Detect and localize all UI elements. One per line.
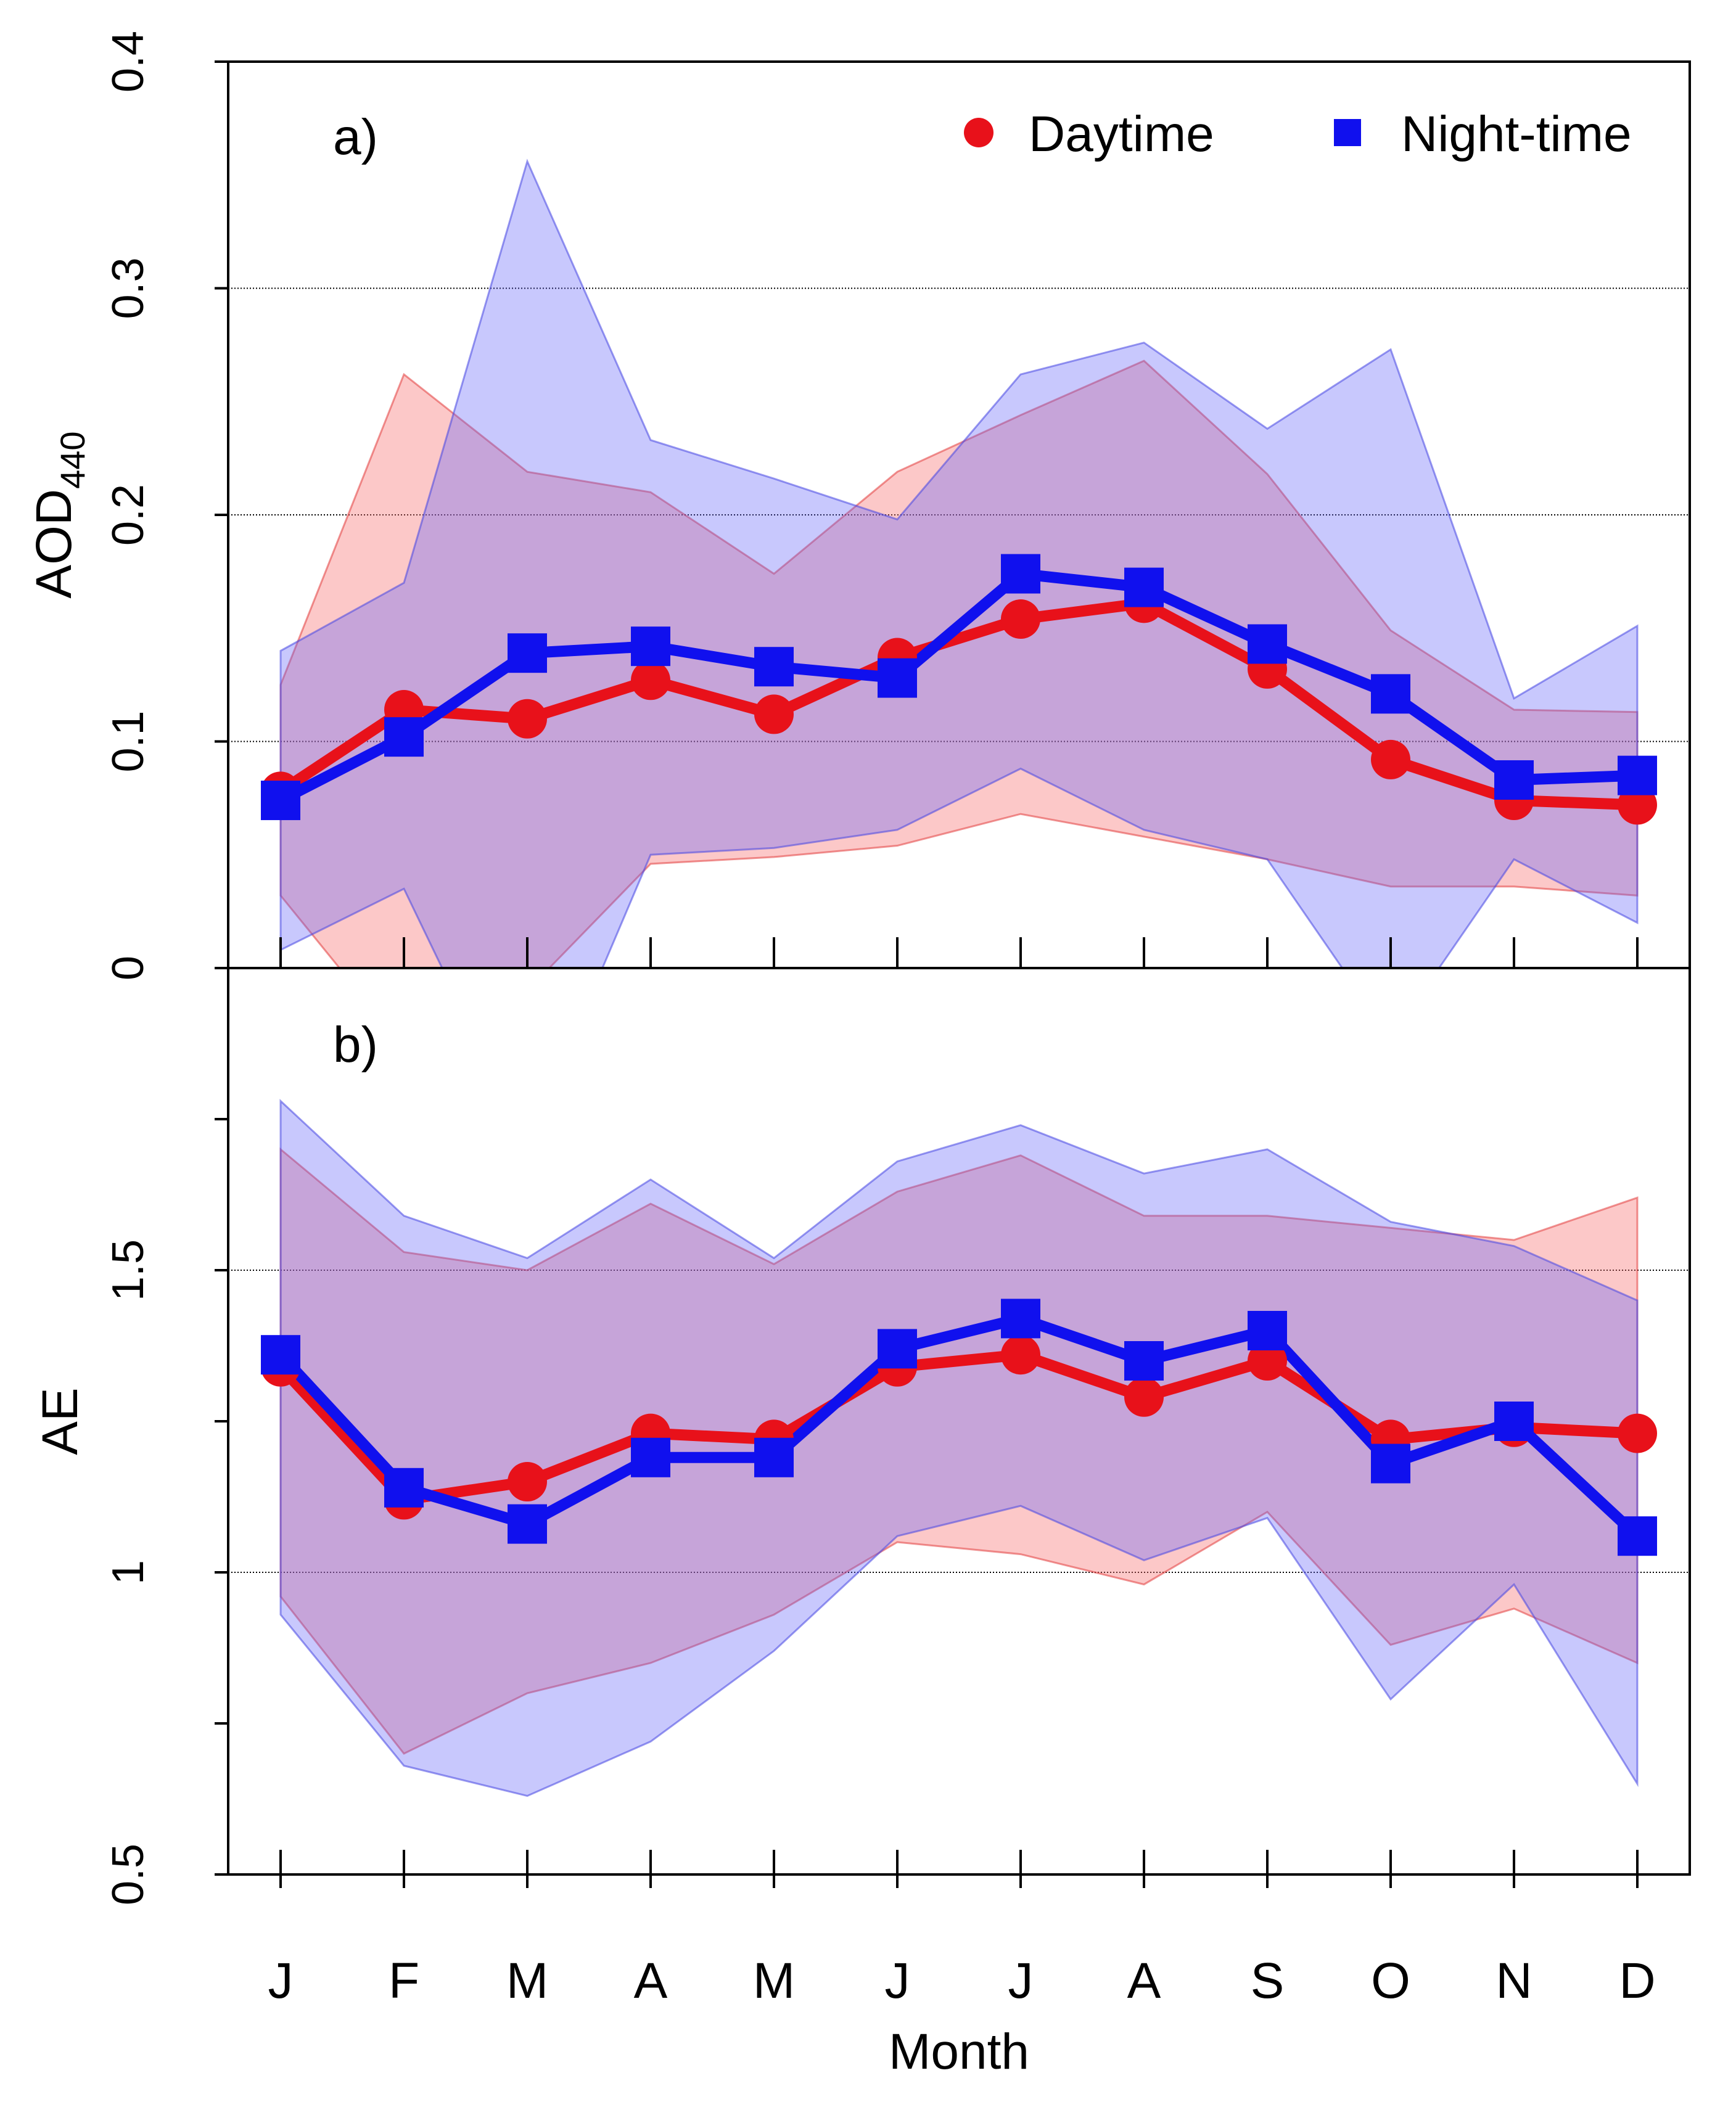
panel-b-night-time-point [1001, 1299, 1040, 1339]
panel-a-bands [279, 158, 1639, 968]
panel-a-y-axis-title-subscript: 440 [53, 431, 92, 488]
x-tick-label: F [389, 1953, 419, 2009]
panel-b-night-time-line [276, 1313, 1642, 1540]
panel-a-night-time-point [1001, 554, 1040, 594]
panel-a: 0 0.1 0.2 0.3 0.4 a) AOD440 Daytime Night-ti… [26, 31, 1691, 980]
legend-nighttime-marker [1334, 119, 1361, 146]
panel-b-night-time-point [508, 1504, 547, 1544]
x-tick-label: D [1619, 1953, 1655, 2009]
panel-a-night-time-point [384, 717, 424, 757]
panel-a-y-axis: 0 0.1 0.2 0.3 0.4 [104, 31, 1639, 980]
panel-a-daytime-point [1371, 739, 1410, 779]
x-tick-label: M [506, 1953, 548, 2009]
panel-b-y-axis: 0.5 1 1.5 [104, 1118, 1639, 1905]
panel-a-y-tick-label: 0.3 [104, 257, 153, 319]
panel-a-night-time-point [1618, 755, 1657, 795]
panel-b-night-time-point [631, 1437, 670, 1477]
panel-a-night-time-point [1371, 674, 1410, 714]
panel-a-night-time-point [754, 647, 794, 687]
panel-b-gridlines [228, 1270, 1690, 1573]
panel-b-daytime-point [1001, 1335, 1040, 1375]
panel-a-y-tick-label: 0.1 [104, 710, 153, 772]
panel-a-y-axis-title-main: AOD [26, 489, 82, 599]
x-tick-label: J [1008, 1953, 1034, 2009]
x-tick-label: A [634, 1953, 668, 2009]
panel-a-daytime-point [754, 694, 794, 734]
panel-b-bands [279, 1099, 1639, 1797]
panel-b-daytime-line [276, 1349, 1638, 1506]
panel-b-daytime-point [1618, 1413, 1657, 1453]
panel-a-night-time-point [508, 633, 547, 673]
panel-a-label: a) [333, 109, 378, 165]
legend-daytime-marker [964, 118, 993, 147]
panel-b-night-time-point [1248, 1311, 1287, 1350]
panel-b-night-time-point [878, 1329, 917, 1369]
panel-b-y-axis-title: AE [32, 1387, 88, 1455]
panel-a-lines [278, 568, 1638, 811]
panel-a-night-time-band [279, 158, 1639, 968]
panel-a-daytime-point [508, 699, 547, 739]
panel-a-points [261, 554, 1657, 825]
panel-a-night-time-point [1494, 760, 1534, 800]
panel-b-night-time-point [261, 1335, 300, 1375]
panel-a-night-time-point [261, 781, 300, 821]
panel-b-daytime-point [1248, 1341, 1287, 1381]
panel-a-night-time-line [278, 568, 1638, 806]
panel-a-daytime-point [1001, 599, 1040, 639]
legend-daytime-label: Daytime [1029, 106, 1214, 162]
panel-b-daytime-point [1124, 1377, 1164, 1417]
panel-a-y-tick-label: 0.2 [104, 484, 153, 546]
panel-a-night-time-point [1124, 567, 1164, 607]
panel-b: 0.5 1 1.5 J F M A M J J A S O N D b) AE Month [32, 967, 1691, 2080]
panel-b-y-tick-label: 0.5 [104, 1844, 153, 1905]
panel-a-night-time-point [878, 658, 917, 698]
panel-a-night-time-point [631, 626, 670, 667]
panel-b-y-tick-label: 1 [104, 1560, 153, 1585]
panel-b-night-time-band [279, 1099, 1639, 1797]
panel-b-night-time-point [1618, 1516, 1657, 1556]
panel-a-gridlines [228, 287, 1690, 742]
panel-b-lines [276, 1313, 1642, 1540]
panel-b-frame [227, 967, 1691, 1876]
legend: Daytime Night-time [964, 106, 1632, 162]
panel-a-y-tick-label: 0.4 [104, 31, 153, 92]
panel-a-daytime-point [631, 660, 670, 700]
x-tick-label: N [1495, 1953, 1532, 2009]
legend-nighttime-label: Night-time [1401, 106, 1632, 162]
x-tick-label: S [1251, 1953, 1285, 2009]
panel-b-points [261, 1299, 1657, 1556]
panel-b-night-time-point [384, 1468, 424, 1508]
panel-b-label: b) [333, 1017, 378, 1073]
panel-b-y-tick-label: 1.5 [104, 1239, 153, 1301]
panel-b-night-time-point [1124, 1341, 1164, 1381]
x-tick-label: A [1127, 1953, 1161, 2009]
x-tick-label: J [268, 1953, 294, 2009]
x-axis-title: Month [889, 2024, 1029, 2080]
panel-b-night-time-point [1371, 1443, 1410, 1484]
panel-a-night-time-point [1248, 624, 1287, 664]
panel-b-daytime-point [508, 1462, 547, 1501]
x-tick-label: J [885, 1953, 910, 2009]
panel-b-night-time-point [1494, 1402, 1534, 1441]
x-tick-label: M [753, 1953, 795, 2009]
x-tick-label: O [1371, 1953, 1410, 2009]
panel-b-night-time-point [754, 1437, 794, 1477]
panel-a-y-axis-title: AOD440 [26, 431, 92, 598]
panel-a-y-tick-label: 0 [104, 956, 153, 980]
panel-a-daytime-line [278, 597, 1638, 811]
